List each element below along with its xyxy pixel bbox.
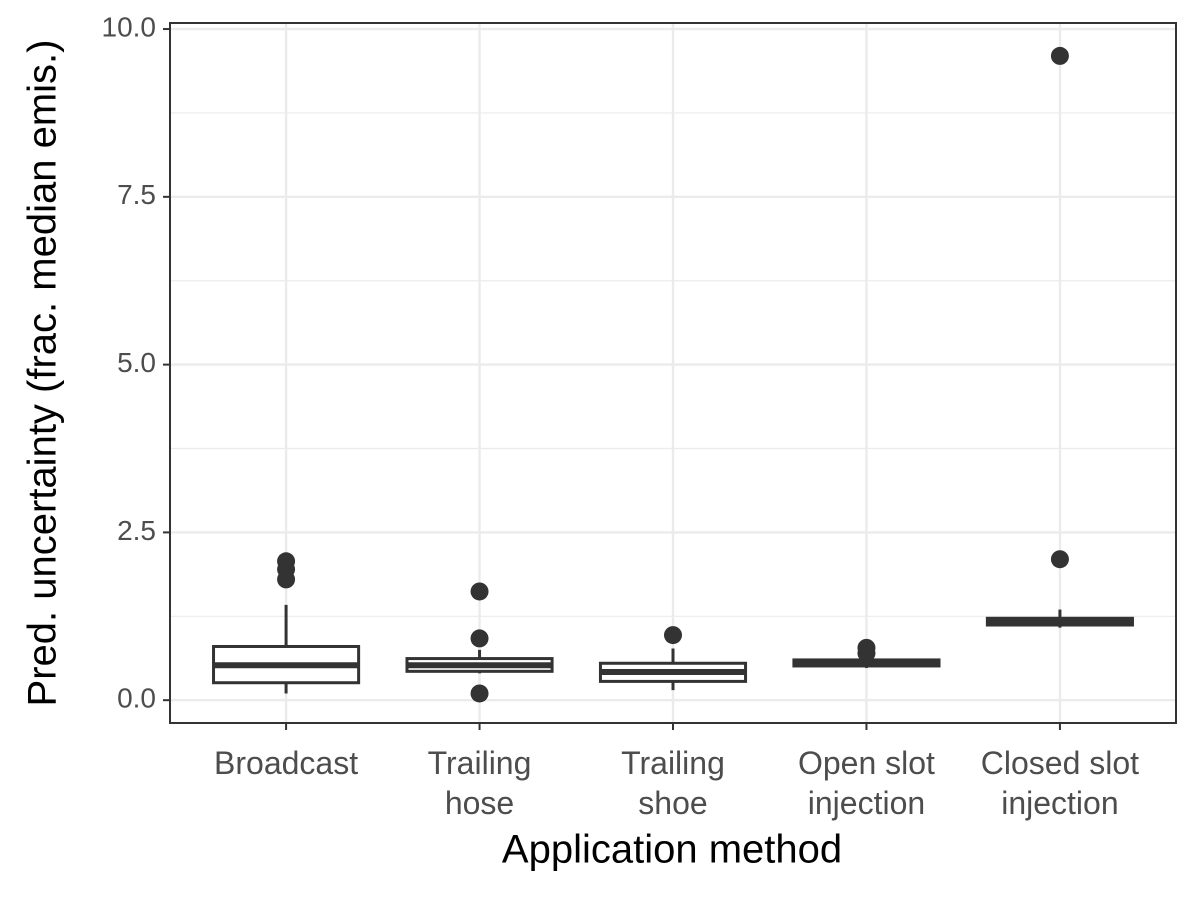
y-tick-label: 10.0 bbox=[102, 11, 157, 42]
outlier bbox=[470, 629, 489, 648]
x-tick-label: Broadcast bbox=[214, 745, 359, 781]
y-tick-label: 5.0 bbox=[117, 347, 156, 378]
outlier bbox=[857, 638, 876, 657]
y-tick-label: 2.5 bbox=[117, 515, 156, 546]
y-axis-title: Pred. uncertainty (frac. median emis.) bbox=[21, 40, 65, 707]
outlier bbox=[470, 582, 489, 601]
y-tick-label: 0.0 bbox=[117, 683, 156, 714]
x-axis-title: Application method bbox=[502, 828, 842, 872]
x-tick-label: Trailing shoe bbox=[621, 745, 725, 821]
outlier bbox=[1050, 46, 1069, 65]
x-tick-label: Trailing hose bbox=[427, 745, 532, 821]
outlier bbox=[664, 626, 682, 645]
outlier bbox=[470, 684, 489, 703]
outlier bbox=[1050, 550, 1069, 569]
x-tick-label: Closed slot injection bbox=[980, 745, 1140, 821]
outlier bbox=[277, 552, 296, 571]
panel-border bbox=[169, 22, 1177, 724]
y-tick-label: 7.5 bbox=[117, 179, 156, 210]
x-tick-label: Open slot injection bbox=[797, 745, 935, 821]
